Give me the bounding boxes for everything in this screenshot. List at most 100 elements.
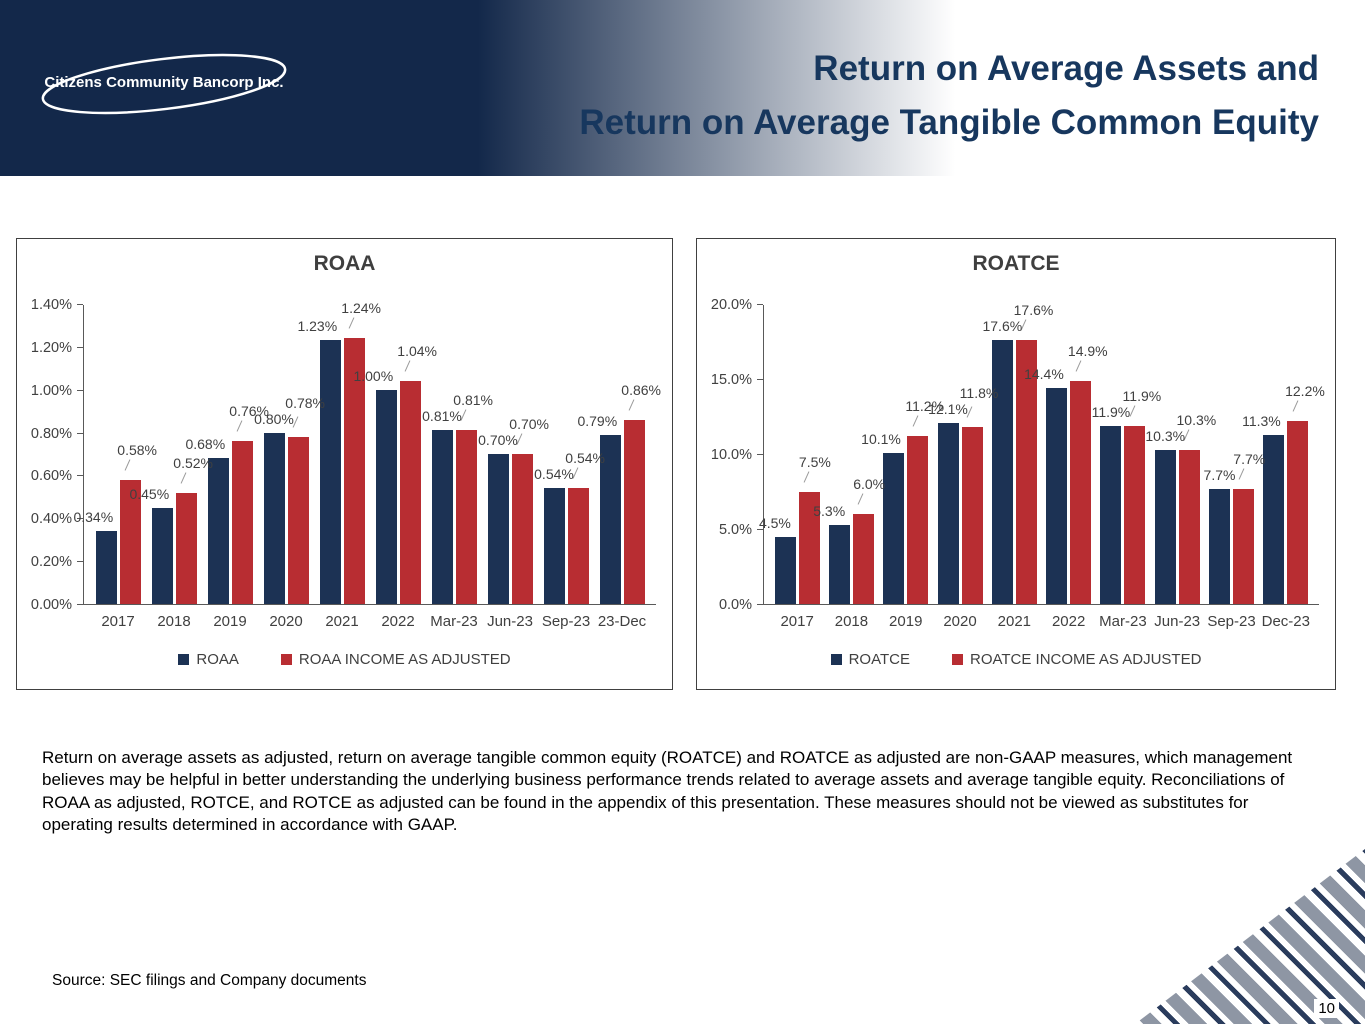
bar-value-label: 0.45% xyxy=(129,485,170,502)
y-tick-label: 5.0% xyxy=(718,522,752,538)
bar-value-label: 0.76% xyxy=(229,403,269,420)
label-leader-line xyxy=(1238,467,1244,480)
bar: 1.24% xyxy=(341,300,381,604)
bar-value-label: 0.81% xyxy=(422,408,462,425)
chart-roaa: ROAA 0.00% 0.20% 0.40% 0.60% 0.80% 1.00% 1.20%… xyxy=(16,238,673,690)
bar: 11.9% xyxy=(1123,388,1161,604)
y-tick-mark xyxy=(77,561,83,563)
bar: 0.70% xyxy=(478,432,518,604)
y-tick-label: 1.40% xyxy=(30,297,72,313)
bar-group: 14.4% 14.9% 2022 xyxy=(1024,343,1108,631)
bar-value-label: 1.00% xyxy=(353,367,394,384)
y-tick-mark xyxy=(757,454,763,455)
label-leader-line xyxy=(236,420,243,432)
x-axis-label: Sep-23 xyxy=(541,613,591,630)
y-tick-label: 1.20% xyxy=(30,339,72,356)
bar: 14.4% xyxy=(1024,366,1068,604)
bar-value-label: 0.86% xyxy=(621,381,661,398)
bar-value-label: 6.0% xyxy=(853,476,886,492)
legend-label: ROATCE INCOME AS ADJUSTED xyxy=(969,651,1202,668)
bar-value-label: 11.9% xyxy=(1091,403,1131,420)
bar: 0.52% xyxy=(173,455,213,604)
bar-group: 0.45% 0.52% 2018 xyxy=(129,455,213,630)
chart-title: ROAA xyxy=(313,252,376,275)
logo-swoosh xyxy=(41,53,287,115)
plot-area: 0.0% 5.0% 10.0% 15.0% 20.0% 4.5% 7.5% 2017 5.3%… xyxy=(705,297,1325,631)
legend: ROATCE ROATCE INCOME AS ADJUSTED xyxy=(697,651,1335,668)
label-leader-line xyxy=(124,459,131,471)
bar: 0.34% xyxy=(73,509,117,604)
label-leader-line xyxy=(404,360,411,372)
y-tick-label: 1.00% xyxy=(30,382,72,399)
bar: 14.9% xyxy=(1068,343,1108,604)
x-axis-label: Jun-23 xyxy=(487,613,533,630)
bar: 6.0% xyxy=(852,476,885,604)
bar: 0.45% xyxy=(129,486,173,604)
bar-group: 7.7% 7.7% Sep-23 xyxy=(1204,451,1266,631)
bar-group: 5.3% 6.0% 2018 xyxy=(813,476,885,630)
bar-value-label: 11.8% xyxy=(959,384,999,401)
x-axis-label: 2020 xyxy=(943,613,977,630)
legend-item: ROATCE xyxy=(830,651,910,668)
bar-value-label: 1.24% xyxy=(341,300,381,317)
plot-area: 0.00% 0.20% 0.40% 0.60% 0.80% 1.00% 1.20% 1.40%… xyxy=(25,297,661,630)
bar-group: 1.23% 1.24% 2021 xyxy=(297,300,381,630)
bar-value-label: 0.78% xyxy=(285,394,325,411)
label-leader-line xyxy=(628,399,635,411)
legend-swatch xyxy=(951,654,963,665)
bar-group: 0.79% 0.86% 23-Dec xyxy=(577,382,661,630)
bar-value-label: 1.04% xyxy=(397,343,437,360)
y-axis: 0.0% 5.0% 10.0% 15.0% 20.0% xyxy=(705,297,763,613)
bar-group: 10.3% 10.3% Jun-23 xyxy=(1145,412,1216,631)
bar: 4.5% xyxy=(759,515,796,604)
bar: 0.80% xyxy=(254,411,294,604)
bar: 1.23% xyxy=(297,318,341,604)
y-tick-label: 20.0% xyxy=(710,297,752,313)
bar: 0.86% xyxy=(621,382,661,604)
slide-title-line2: Return on Average Tangible Common Equity xyxy=(579,103,1319,143)
bar-value-label: 0.80% xyxy=(254,410,294,427)
x-axis-label: Dec-23 xyxy=(1261,613,1310,630)
y-tick-mark xyxy=(77,304,83,305)
bar: 0.78% xyxy=(285,395,325,604)
x-axis-label: 2019 xyxy=(889,613,923,630)
bar-value-label: 0.54% xyxy=(565,450,605,467)
label-leader-line xyxy=(1292,400,1299,412)
bar: 17.6% xyxy=(982,318,1022,604)
x-axis-label: 2021 xyxy=(997,613,1032,630)
bar: 10.1% xyxy=(861,431,905,604)
bar-group: 0.34% 0.58% 2017 xyxy=(73,442,157,630)
bar: 0.81% xyxy=(422,408,462,604)
x-axis-label: 2019 xyxy=(213,613,247,630)
label-leader-line xyxy=(803,470,810,483)
y-tick-mark xyxy=(77,346,83,348)
plot: 0.34% 0.58% 2017 0.45% 0.52% 2018 0.68% 0.76% 20… xyxy=(73,300,661,630)
label-leader-line xyxy=(1075,359,1082,372)
legend-swatch xyxy=(830,654,842,665)
bar-group: 0.54% 0.54% Sep-23 xyxy=(534,450,605,630)
y-tick-label: 0.0% xyxy=(718,597,752,613)
bar-group: 1.00% 1.04% 2022 xyxy=(353,343,437,630)
bar: 0.79% xyxy=(577,413,621,604)
y-tick-mark xyxy=(757,379,763,380)
bar: 0.54% xyxy=(534,466,574,604)
bar-group: 0.80% 0.78% 2020 xyxy=(254,395,325,630)
label-leader-line xyxy=(858,493,864,505)
bar-value-label: 5.3% xyxy=(813,502,846,519)
header-band: Citizens Community Bancorp Inc. Return o… xyxy=(0,0,1365,176)
bar-group: 0.70% 0.70% Jun-23 xyxy=(478,416,549,630)
company-logo: Citizens Community Bancorp Inc. xyxy=(41,53,287,115)
x-axis-label: Sep-23 xyxy=(1207,613,1256,630)
bar-group: 0.81% 0.81% Mar-23 xyxy=(422,392,493,630)
charts-row: ROAA 0.00% 0.20% 0.40% 0.60% 0.80% 1.00% 1.20%… xyxy=(16,238,1336,690)
bar: 0.70% xyxy=(509,416,549,604)
bar-group: 12.1% 11.8% 2020 xyxy=(928,385,998,631)
bar-value-label: 0.34% xyxy=(73,509,114,526)
source-note: Source: SEC filings and Company document… xyxy=(52,972,367,989)
logo-text: Citizens Community Bancorp Inc. xyxy=(44,74,283,91)
legend-item: ROATCE INCOME AS ADJUSTED xyxy=(951,651,1202,668)
label-leader-line xyxy=(912,415,919,427)
slide-title-line1: Return on Average Assets and xyxy=(813,49,1319,88)
x-axis-label: 23-Dec xyxy=(597,613,647,630)
bar-value-label: 17.6% xyxy=(1013,302,1054,318)
